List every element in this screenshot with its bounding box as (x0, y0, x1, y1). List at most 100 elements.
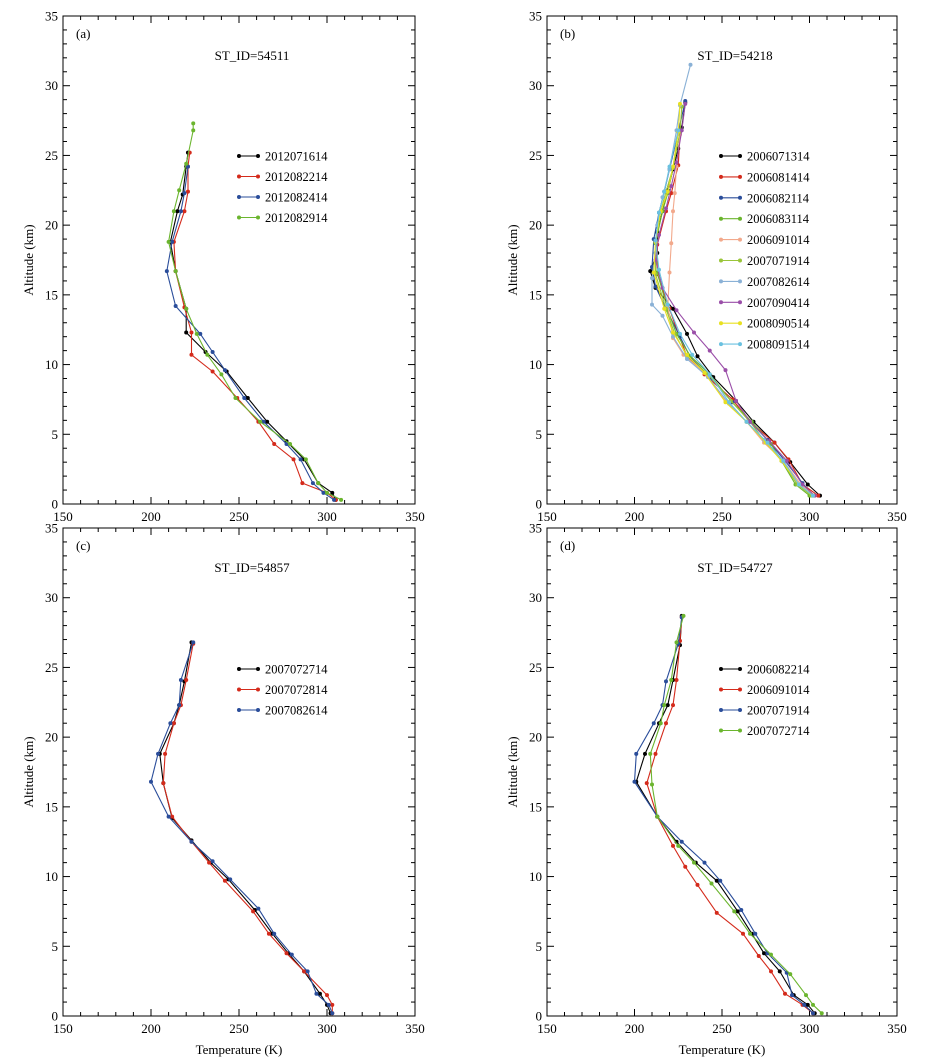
x-tick-label: 200 (141, 509, 161, 524)
legend-marker (738, 667, 742, 671)
data-point (657, 232, 661, 237)
data-point (781, 458, 786, 463)
legend-marker (738, 728, 742, 733)
data-point (802, 1002, 807, 1007)
data-point (265, 419, 270, 424)
data-point (284, 442, 289, 447)
x-tick-label: 350 (405, 1021, 425, 1036)
y-tick-label: 0 (536, 1009, 543, 1024)
legend-marker (256, 708, 260, 712)
series-line (667, 134, 816, 497)
data-point (714, 910, 719, 915)
data-point (667, 164, 672, 169)
data-point (170, 239, 175, 244)
legend-marker (719, 300, 723, 305)
data-point (284, 951, 289, 956)
legend-label: 2012082414 (265, 191, 328, 205)
legend-marker (738, 708, 742, 712)
panel-label: (a) (76, 26, 90, 41)
data-point (732, 909, 737, 914)
data-point (272, 931, 277, 936)
x-tick-label: 250 (712, 1021, 732, 1036)
data-point (655, 814, 660, 819)
data-point (685, 331, 689, 336)
data-point (692, 330, 696, 335)
data-point (173, 269, 178, 274)
data-point (660, 313, 665, 318)
legend-label: 2008091514 (747, 338, 810, 352)
data-point (242, 396, 247, 401)
data-point (175, 209, 180, 214)
data-point (171, 209, 176, 214)
legend-label: 2007072814 (265, 683, 328, 697)
data-point (784, 458, 789, 463)
legend-marker (256, 195, 260, 199)
data-point (769, 952, 773, 957)
data-point (303, 457, 308, 462)
data-point (330, 490, 335, 495)
y-tick-label: 10 (45, 357, 58, 372)
data-point (178, 677, 183, 682)
y-tick-label: 25 (45, 660, 58, 675)
x-tick-label: 250 (712, 509, 732, 524)
data-point (198, 331, 203, 336)
y-tick-label: 15 (45, 287, 58, 302)
legend-marker (237, 667, 241, 671)
data-point (685, 352, 689, 357)
y-tick-label: 25 (45, 148, 58, 163)
y-tick-label: 30 (45, 78, 58, 93)
data-point (205, 352, 210, 357)
data-point (671, 843, 675, 848)
data-point (191, 128, 196, 133)
data-point (658, 721, 663, 726)
series-line (633, 617, 814, 1014)
data-point (256, 906, 261, 911)
legend-marker (719, 667, 723, 671)
y-tick-label: 5 (52, 427, 59, 442)
legend-label: 2007072714 (747, 724, 810, 738)
data-point (330, 1002, 335, 1007)
data-point (790, 993, 794, 998)
legend-marker (719, 216, 723, 221)
data-point (690, 352, 695, 357)
legend-marker (256, 154, 260, 158)
y-tick-label: 20 (45, 218, 58, 233)
legend-marker (719, 237, 723, 242)
legend-marker (719, 279, 723, 284)
legend-marker (719, 321, 723, 326)
chart-title: ST_ID=54727 (697, 560, 773, 575)
data-point (184, 161, 189, 166)
data-point (665, 189, 670, 194)
data-point (184, 306, 189, 311)
data-point (189, 839, 194, 844)
data-point (683, 99, 688, 104)
y-tick-label: 0 (52, 497, 59, 512)
data-point (222, 878, 227, 883)
legend-marker (719, 342, 723, 347)
data-point (674, 160, 679, 165)
x-axis-label: Temperature (K) (679, 1042, 766, 1057)
data-point (804, 993, 808, 998)
legend-label: 2012082214 (265, 170, 328, 184)
data-point (207, 860, 212, 865)
legend-label: 2006083114 (747, 212, 810, 226)
legend-marker (719, 258, 723, 263)
data-point (756, 954, 761, 959)
data-point (679, 128, 684, 133)
legend-label: 2006082114 (747, 191, 810, 205)
data-point (171, 721, 176, 726)
series-2 (164, 164, 337, 502)
data-point (228, 877, 233, 882)
chart-title: ST_ID=54857 (214, 560, 290, 575)
legend: 2007072714 2007072814 2007082614 (237, 663, 328, 718)
data-point (245, 396, 250, 401)
series-2 (632, 615, 815, 1016)
data-point (191, 640, 196, 645)
data-point (166, 239, 171, 244)
y-tick-label: 25 (529, 660, 542, 675)
data-point (685, 356, 689, 361)
y-axis-label: Altitude (km) (21, 224, 36, 295)
legend-marker (738, 687, 742, 692)
legend-label: 2012082914 (265, 211, 328, 225)
y-tick-label: 25 (529, 148, 542, 163)
